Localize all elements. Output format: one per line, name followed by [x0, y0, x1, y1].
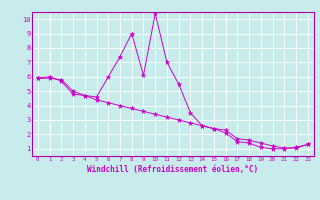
X-axis label: Windchill (Refroidissement éolien,°C): Windchill (Refroidissement éolien,°C)	[87, 165, 258, 174]
